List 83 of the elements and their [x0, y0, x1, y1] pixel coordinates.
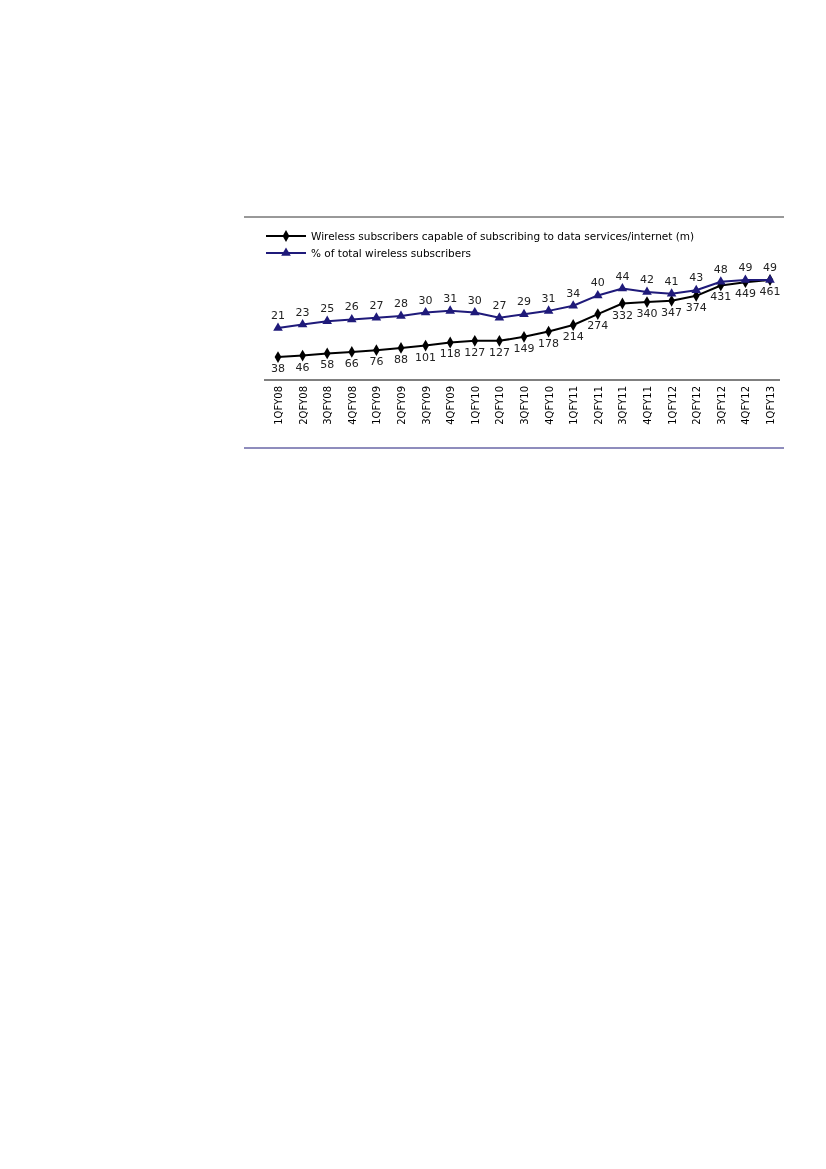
- point: [346, 313, 357, 323]
- data-label: 46: [295, 360, 310, 374]
- data-label: 23: [295, 305, 310, 319]
- data-label: 76: [369, 355, 384, 369]
- data-label: 449: [734, 287, 756, 301]
- data-label: 30: [418, 293, 433, 307]
- x-tick-label: 3QFY10: [519, 386, 530, 425]
- data-label: 127: [488, 345, 510, 359]
- data-label: 88: [394, 352, 408, 366]
- x-tick-label: 2QFY10: [494, 386, 506, 425]
- data-label: 332: [611, 308, 633, 322]
- x-tick-label: 2QFY11: [592, 386, 604, 425]
- x-tick-label: 3QFY08: [322, 386, 334, 425]
- x-tick-label: 3QFY12: [715, 386, 727, 425]
- data-label: 127: [464, 345, 486, 359]
- data-label: 48: [713, 262, 728, 276]
- data-label: 25: [320, 302, 335, 316]
- data-label: 49: [738, 261, 753, 274]
- point: [445, 305, 456, 314]
- point: [740, 274, 751, 283]
- point: [617, 283, 628, 292]
- data-label: 461: [759, 285, 781, 298]
- x-tick-label: 2QFY09: [396, 386, 407, 425]
- data-label: 31: [443, 291, 458, 305]
- legend-label: % of total wireless subscribers: [311, 247, 472, 259]
- data-label: 66: [344, 356, 359, 370]
- data-label: 29: [517, 295, 531, 309]
- data-label: 26: [344, 300, 359, 314]
- point: [371, 312, 382, 321]
- point: [469, 307, 480, 316]
- data-label: 118: [439, 347, 461, 361]
- data-label: 431: [710, 290, 732, 304]
- data-label: 101: [415, 350, 437, 364]
- data-label: 347: [661, 305, 683, 319]
- x-tick-label: 1QFY11: [568, 386, 580, 425]
- point: [396, 310, 406, 319]
- x-tick-label: 4QFY10: [543, 386, 555, 425]
- x-tick-label: 2QFY08: [297, 386, 309, 425]
- data-label: 149: [513, 341, 535, 355]
- point: [494, 312, 505, 321]
- point: [543, 305, 554, 314]
- x-tick-label: 4QFY08: [346, 386, 358, 425]
- data-label: 214: [562, 330, 584, 344]
- data-label: 38: [271, 362, 285, 376]
- x-tick-label: 3QFY09: [420, 386, 432, 425]
- point: [691, 284, 702, 294]
- point: [322, 315, 333, 324]
- data-label: 27: [369, 298, 384, 312]
- x-tick-label: 1QFY12: [666, 386, 678, 425]
- point: [519, 308, 529, 318]
- point: [666, 288, 677, 297]
- data-label: 31: [541, 291, 556, 305]
- data-label: 40: [590, 276, 605, 290]
- x-tick-label: 2QFY12: [691, 386, 703, 425]
- point: [273, 322, 283, 331]
- data-label: 58: [320, 358, 335, 372]
- data-label: 274: [587, 319, 609, 333]
- data-label: 340: [636, 307, 658, 321]
- point: [592, 289, 603, 299]
- x-tick-label: 1QFY13: [765, 386, 776, 425]
- data-label: 178: [538, 336, 560, 350]
- data-label: 43: [689, 271, 704, 285]
- legend-label: Wireless subscribers capable of subscribing to data services/internet (m): [311, 230, 695, 242]
- x-tick-label: 1QFY08: [273, 386, 284, 425]
- x-tick-label: 4QFY09: [445, 386, 457, 425]
- data-label: 41: [664, 274, 679, 288]
- point: [420, 307, 431, 316]
- data-label: 21: [271, 309, 285, 322]
- data-label: 374: [685, 300, 707, 314]
- x-tick-label: 1QFY09: [371, 386, 383, 425]
- x-tick-label: 4QFY12: [740, 386, 752, 425]
- x-tick-label: 3QFY11: [617, 386, 629, 425]
- data-label: 27: [492, 298, 507, 312]
- point: [297, 319, 308, 328]
- data-label: 30: [467, 293, 482, 307]
- point: [642, 286, 652, 295]
- data-label: 44: [615, 269, 630, 283]
- x-tick-label: 1QFY10: [469, 386, 481, 425]
- data-label: 28: [394, 297, 408, 310]
- data-label: 42: [640, 273, 654, 286]
- x-tick-label: 4QFY11: [642, 386, 653, 425]
- data-label: 34: [566, 286, 581, 300]
- data-label: 49: [763, 261, 777, 274]
